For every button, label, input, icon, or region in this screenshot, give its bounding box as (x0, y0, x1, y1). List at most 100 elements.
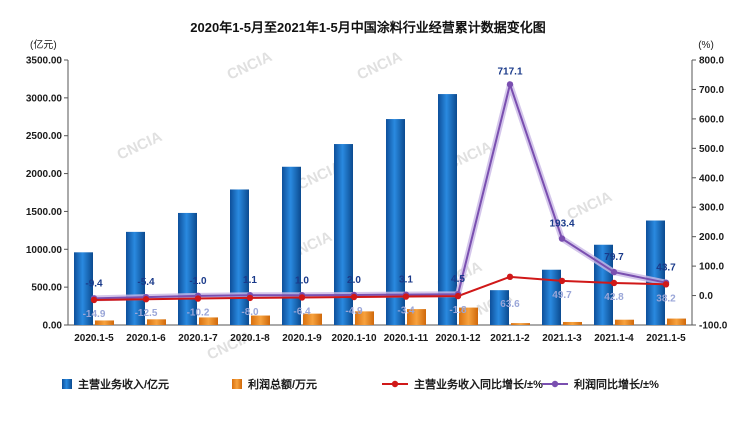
revenue-growth-point (142, 296, 150, 303)
revenue-bar (386, 119, 405, 325)
profit-bar (95, 320, 114, 325)
revenue-growth-label: 63.6 (500, 299, 520, 310)
right-axis-unit: (%) (698, 40, 714, 51)
legend-swatch-revenue (62, 379, 72, 389)
legend-swatch-profit (232, 379, 242, 389)
data-labels: -14.9 -12.5 -10.2 -8.0 -6.4 -4.9 -3.4 -1.8 63.6 4… (83, 66, 677, 320)
profit-growth-label: 1.0 (295, 275, 309, 286)
profit-growth-label: 43.7 (656, 263, 676, 274)
revenue-growth-label: -6.4 (293, 306, 311, 317)
profit-bar (511, 323, 530, 325)
chart-title: 2020年1-5月至2021年1-5月中国涂料行业经营累计数据变化图 (190, 20, 545, 35)
left-axis-unit: (亿元) (30, 38, 57, 51)
x-tick-label: 2020.1-11 (384, 333, 429, 344)
profit-growth-point (506, 81, 514, 88)
right-tick-label: 200.0 (699, 232, 724, 243)
x-tick-label: 2020.1-6 (126, 333, 166, 344)
legend: 主营业务收入/亿元 利润总额/万元 主营业务收入同比增长/±% 利润同比增长/±% (62, 377, 659, 391)
bars (74, 94, 686, 325)
right-tick-label: 300.0 (699, 203, 724, 214)
revenue-growth-label: 38.2 (656, 293, 676, 304)
revenue-bar (334, 144, 353, 325)
right-tick-label: 400.0 (699, 173, 724, 184)
lines (90, 80, 670, 304)
revenue-growth-point (194, 295, 202, 302)
watermark-text: CNCIA (115, 128, 165, 164)
right-tick-label: 500.0 (699, 144, 724, 155)
profit-bar (303, 313, 322, 325)
profit-growth-label: 3.1 (399, 275, 413, 286)
profit-growth-label: 1.1 (243, 275, 257, 286)
profit-bar (147, 319, 166, 325)
legend-marker-profit-growth (551, 380, 559, 388)
revenue-bar (74, 252, 93, 325)
profit-bar (667, 318, 686, 325)
revenue-growth-label: -8.0 (241, 307, 259, 318)
profit-growth-label: 79.7 (604, 252, 624, 263)
revenue-growth-label: -3.4 (397, 306, 415, 317)
profit-growth-label: 717.1 (497, 66, 522, 77)
revenue-growth-label: -14.9 (83, 309, 106, 320)
left-tick-label: 1500.00 (26, 207, 63, 218)
revenue-bar (542, 269, 561, 325)
profit-growth-label: 193.4 (549, 219, 574, 230)
revenue-growth-label: -10.2 (187, 308, 210, 319)
revenue-growth-label: 42.8 (604, 292, 624, 303)
x-tick-label: 2020.1-10 (331, 333, 376, 344)
x-tick-label: 2020.1-5 (74, 333, 114, 344)
x-tick-label: 2020.1-12 (435, 333, 480, 344)
revenue-bar (438, 94, 457, 325)
profit-growth-line (93, 80, 667, 300)
revenue-growth-label: 49.7 (552, 290, 572, 301)
watermark-text: CNCIA (225, 48, 275, 84)
left-tick-label: 0.00 (43, 321, 63, 332)
revenue-growth-label: -4.9 (345, 306, 363, 317)
profit-bar (407, 309, 426, 325)
right-tick-label: 800.0 (699, 56, 724, 67)
profit-growth-label: -9.4 (85, 278, 103, 289)
x-tick-label: 2020.1-9 (282, 333, 322, 344)
x-tick-label: 2021.1-2 (490, 333, 530, 344)
legend-marker-revenue-growth (391, 380, 399, 388)
profit-growth-label: 2.0 (347, 275, 361, 286)
axes: 0.00 500.00 1000.00 1500.00 2000.00 2500.00 30… (26, 56, 728, 345)
revenue-bar (282, 166, 301, 325)
left-tick-label: 500.00 (31, 283, 62, 294)
profit-growth-label: -5.4 (137, 277, 155, 288)
x-tick-label: 2021.1-5 (646, 333, 686, 344)
profit-growth-point (558, 235, 566, 242)
profit-bar (199, 317, 218, 325)
right-tick-label: 100.0 (699, 262, 724, 273)
revenue-bar (646, 220, 665, 325)
revenue-growth-label: -12.5 (135, 308, 158, 319)
left-tick-label: 3500.00 (26, 56, 63, 67)
revenue-bar (230, 189, 249, 325)
x-tick-label: 2021.1-4 (594, 333, 634, 344)
revenue-growth-point (506, 273, 514, 281)
x-tick-label: 2020.1-8 (230, 333, 270, 344)
right-tick-label: 700.0 (699, 85, 724, 96)
revenue-growth-point (246, 294, 254, 302)
legend-label: 主营业务收入/亿元 (78, 377, 169, 391)
legend-label: 主营业务收入同比增长/±% (414, 377, 543, 391)
revenue-growth-point (402, 293, 410, 300)
revenue-growth-label: -1.8 (449, 305, 467, 316)
right-tick-label: 0.0 (699, 291, 713, 302)
revenue-growth-line (93, 275, 667, 301)
watermark-text: CNCIA (355, 48, 405, 84)
right-tick-label: -100.0 (699, 321, 728, 332)
profit-bar (563, 321, 582, 325)
legend-label: 利润同比增长/±% (574, 377, 659, 391)
revenue-growth-point (90, 296, 98, 304)
revenue-growth-point (350, 293, 358, 301)
revenue-growth-point (610, 279, 618, 287)
left-tick-label: 2000.00 (26, 169, 63, 180)
profit-growth-label: -1.0 (189, 276, 207, 287)
revenue-growth-point (662, 281, 670, 288)
profit-bar (615, 319, 634, 325)
revenue-bar (126, 231, 145, 325)
profit-bar (251, 315, 270, 325)
profit-bar (459, 307, 478, 325)
revenue-growth-point (454, 292, 462, 300)
